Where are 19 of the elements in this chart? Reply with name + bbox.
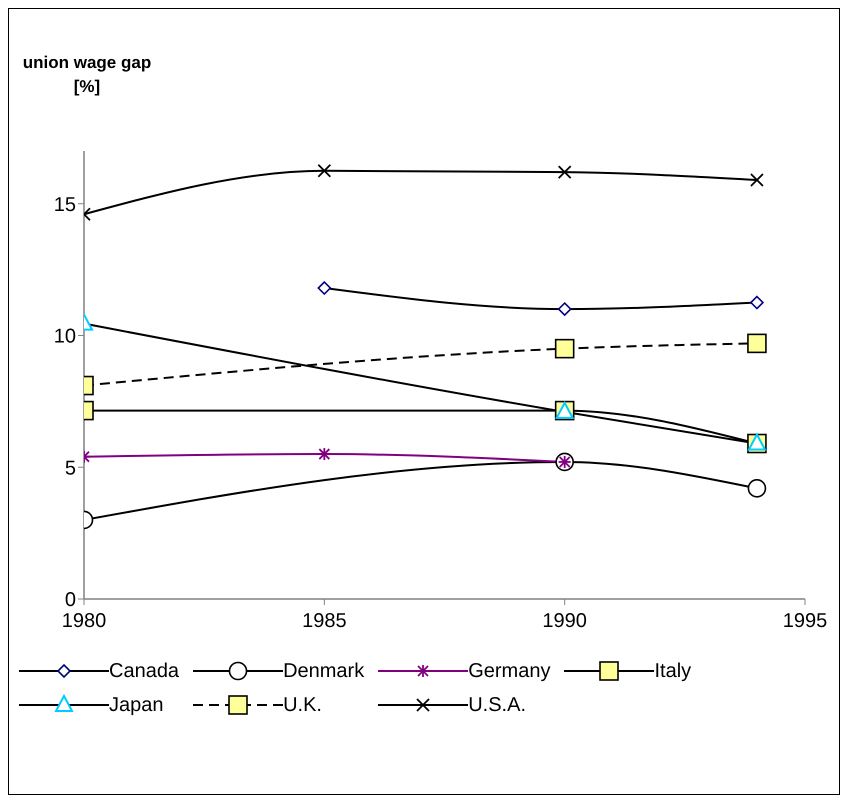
y-axis-title: union wage gap [%] (22, 52, 152, 98)
point (747, 334, 767, 354)
legend-label: Japan (109, 694, 164, 716)
y-tick-label: 5 (64, 457, 76, 480)
x-tick-label: 1985 (302, 610, 347, 632)
legend-label: Canada (109, 660, 180, 682)
point (748, 479, 766, 498)
legend-label: Italy (654, 660, 692, 682)
y-tick-label: 10 (54, 326, 76, 348)
x-tick-label: 1995 (782, 610, 828, 632)
y-tick-label: 15 (54, 194, 76, 216)
y-tick-label: 0 (64, 589, 76, 612)
x-tick-label: 1980 (62, 610, 106, 632)
legend-label: U.S.A. (468, 694, 526, 716)
x-tick-label: 1990 (542, 610, 587, 632)
legend-label: Denmark (283, 660, 364, 682)
point (554, 338, 574, 358)
legend-label: U.K. (283, 694, 322, 716)
legend-label: Germany (468, 660, 550, 682)
